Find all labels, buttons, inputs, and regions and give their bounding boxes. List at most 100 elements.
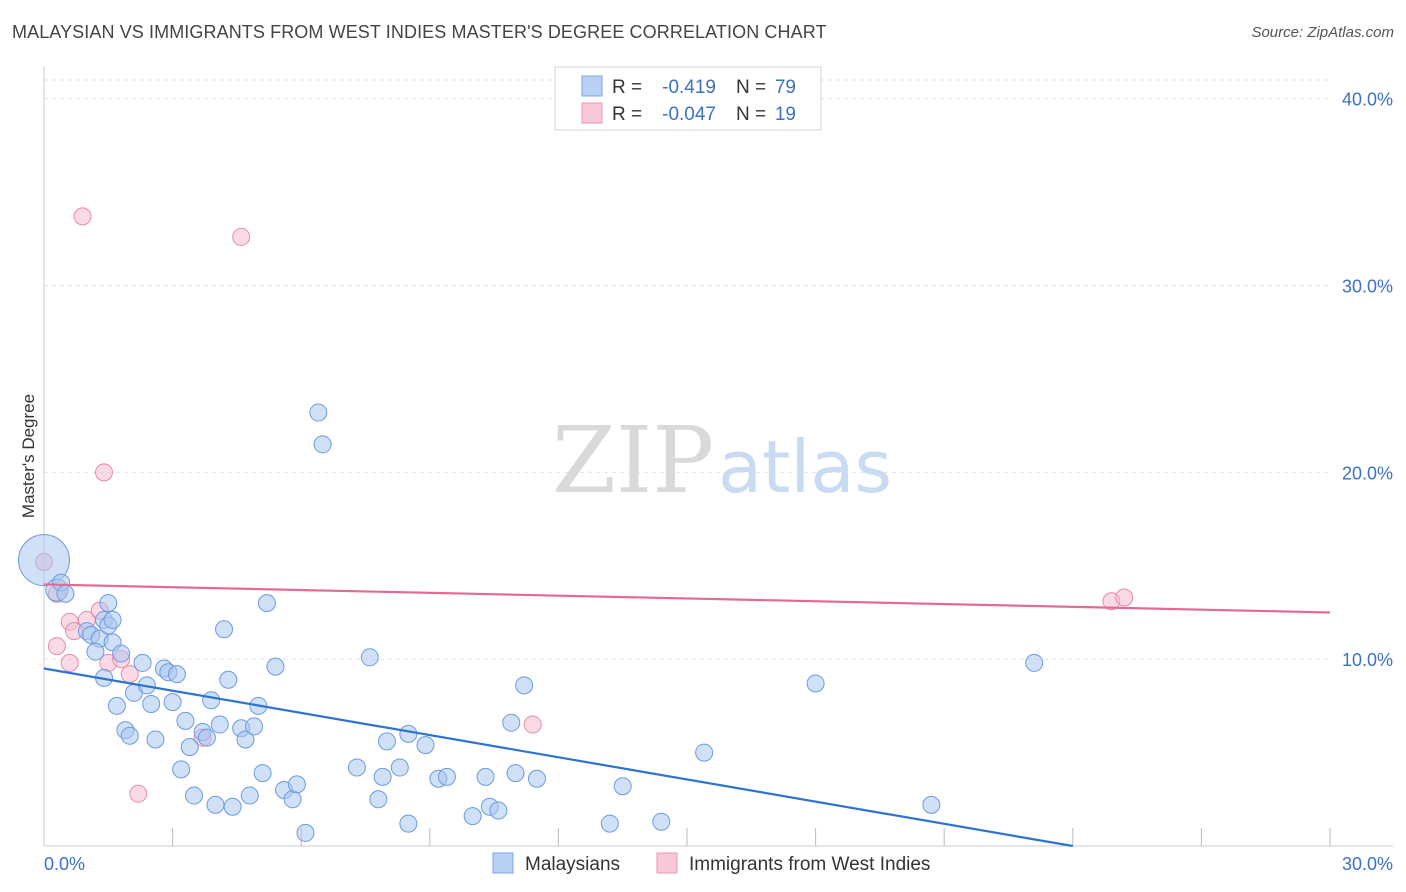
- x-tick-label-min: 0.0%: [44, 854, 85, 874]
- trend-line-west-indies: [43, 583, 1331, 614]
- malaysians-point-57: [377, 732, 396, 751]
- malaysians-point-46: [266, 657, 285, 676]
- malaysians-point-70: [515, 676, 534, 695]
- malaysians-point-60: [399, 724, 418, 743]
- legend-label-malaysians: Malaysians: [525, 854, 620, 875]
- malaysians-point-27: [172, 760, 191, 779]
- malaysians-point-74: [652, 812, 671, 831]
- watermark-atlas: atlas: [718, 425, 892, 509]
- watermark-zip: ZIP: [552, 407, 714, 514]
- legend-n-label-2: N =: [736, 104, 766, 125]
- malaysians-point-58: [390, 758, 409, 777]
- west-indies-point-6: [73, 207, 92, 226]
- malaysians-point-59: [399, 814, 418, 833]
- malaysians-point-22: [146, 730, 165, 749]
- malaysians-point-36: [215, 620, 234, 639]
- legend-r-label-2: R =: [612, 104, 642, 125]
- malaysians-point-41: [240, 786, 259, 805]
- west-indies-point-13: [129, 784, 148, 803]
- x-tick-label-max: 30.0%: [1342, 854, 1393, 874]
- malaysians-point-56: [373, 767, 392, 786]
- west-indies-point-15: [232, 227, 251, 246]
- malaysians-point-26: [167, 665, 186, 684]
- trend-lines: [43, 583, 1331, 848]
- malaysians-point-45: [257, 594, 276, 613]
- source-label: Source: ZipAtlas.com: [1251, 24, 1394, 41]
- malaysians-point-29: [180, 737, 199, 756]
- malaysians-point-32: [197, 728, 216, 747]
- malaysians-point-54: [360, 648, 379, 667]
- malaysians-point-78: [1025, 653, 1044, 672]
- malaysians-point-10: [99, 594, 118, 613]
- y-tick-labels: 10.0% 20.0% 30.0% 40.0%: [1342, 90, 1393, 670]
- legend-r-value-2: -0.047: [662, 104, 716, 125]
- malaysians-point-15: [112, 644, 131, 663]
- legend-n-label-1: N =: [736, 77, 766, 98]
- malaysians-point-19: [133, 653, 152, 672]
- malaysians-point-67: [489, 801, 508, 820]
- malaysians-point-14: [107, 696, 126, 715]
- malaysians-point-35: [210, 715, 229, 734]
- legend-swatch-west-indies: [656, 852, 678, 874]
- legend-n-value-1: 79: [775, 77, 796, 98]
- west-indies-point-9: [95, 463, 114, 482]
- malaysians-point-76: [806, 674, 825, 693]
- grid-lines: [44, 79, 1330, 660]
- malaysians-point-48: [283, 790, 302, 809]
- malaysians-point-0: [18, 534, 70, 587]
- malaysians-point-73: [613, 777, 632, 796]
- legend-n-value-2: 19: [775, 104, 796, 125]
- malaysians-point-33: [202, 691, 221, 710]
- malaysians-point-12: [103, 610, 122, 629]
- axes: [43, 66, 1393, 847]
- trend-line-malaysians: [43, 667, 1073, 848]
- malaysians-point-71: [527, 769, 546, 788]
- malaysians-point-8: [86, 642, 105, 661]
- malaysians-point-40: [236, 730, 255, 749]
- y-tick-label-0: 10.0%: [1342, 650, 1393, 670]
- y-tick-label-3: 40.0%: [1342, 90, 1393, 110]
- malaysians-point-28: [176, 711, 195, 730]
- series-legend: Malaysians Immigrants from West Indies: [492, 852, 930, 875]
- malaysians-point-49: [287, 775, 306, 794]
- legend-swatch-pink: [581, 102, 603, 124]
- malaysians-point-30: [185, 786, 204, 805]
- malaysians-point-61: [416, 736, 435, 755]
- malaysians-point-42: [245, 717, 264, 736]
- malaysians-point-65: [476, 767, 495, 786]
- west-indies-point-2: [47, 637, 66, 656]
- west-indies-point-4: [60, 653, 79, 672]
- legend-label-west-indies: Immigrants from West Indies: [689, 854, 930, 875]
- malaysians-point-38: [223, 797, 242, 816]
- correlation-legend: R = -0.419 N = 79 R = -0.047 N = 19: [554, 66, 822, 131]
- series-malaysians-points: [18, 403, 1044, 842]
- malaysians-point-21: [142, 695, 161, 714]
- malaysians-point-44: [253, 764, 272, 783]
- malaysians-point-51: [309, 403, 328, 422]
- malaysians-point-72: [600, 814, 619, 833]
- legend-swatch-malaysians: [492, 852, 514, 874]
- malaysians-point-25: [163, 693, 182, 712]
- y-axis-label: Master's Degree: [19, 394, 38, 518]
- legend-r-value-1: -0.419: [662, 77, 716, 98]
- y-tick-label-2: 30.0%: [1342, 277, 1393, 297]
- malaysians-point-64: [463, 807, 482, 826]
- malaysians-point-52: [313, 435, 332, 454]
- legend-swatch-blue: [581, 75, 603, 97]
- malaysians-point-77: [922, 795, 941, 814]
- y-tick-label-1: 20.0%: [1342, 463, 1393, 483]
- malaysians-point-68: [502, 713, 521, 732]
- malaysians-point-50: [296, 823, 315, 842]
- west-indies-point-16: [523, 715, 542, 734]
- malaysians-point-17: [120, 726, 139, 745]
- malaysians-point-34: [206, 795, 225, 814]
- malaysians-point-75: [695, 743, 714, 762]
- malaysians-point-55: [369, 790, 388, 809]
- chart-title: MALAYSIAN VS IMMIGRANTS FROM WEST INDIES…: [12, 22, 827, 42]
- west-indies-point-18: [1115, 588, 1134, 607]
- malaysians-point-37: [219, 670, 238, 689]
- malaysians-point-69: [506, 764, 525, 783]
- legend-r-label-1: R =: [612, 77, 642, 98]
- malaysians-point-3: [56, 584, 75, 603]
